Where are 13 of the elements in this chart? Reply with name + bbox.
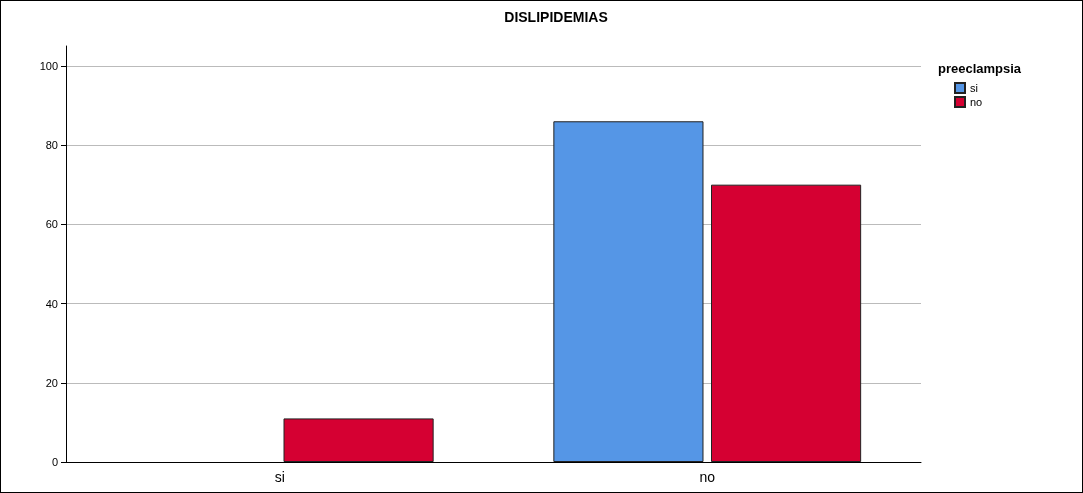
y-tick-label: 80 xyxy=(45,139,58,152)
legend-label: si xyxy=(970,82,978,94)
y-tick-label: 100 xyxy=(39,59,58,72)
bar xyxy=(553,121,704,462)
y-tick-label: 60 xyxy=(45,218,58,231)
chart-title: DISLIPIDEMIAS xyxy=(504,9,608,25)
y-tick-label: 20 xyxy=(45,376,58,389)
legend-label: no xyxy=(970,96,983,108)
y-tick-label: 40 xyxy=(45,297,58,310)
bar xyxy=(711,184,862,462)
legend-title: preeclampsia xyxy=(938,61,1022,76)
y-tick-label: 0 xyxy=(51,456,58,468)
bar xyxy=(283,418,434,462)
